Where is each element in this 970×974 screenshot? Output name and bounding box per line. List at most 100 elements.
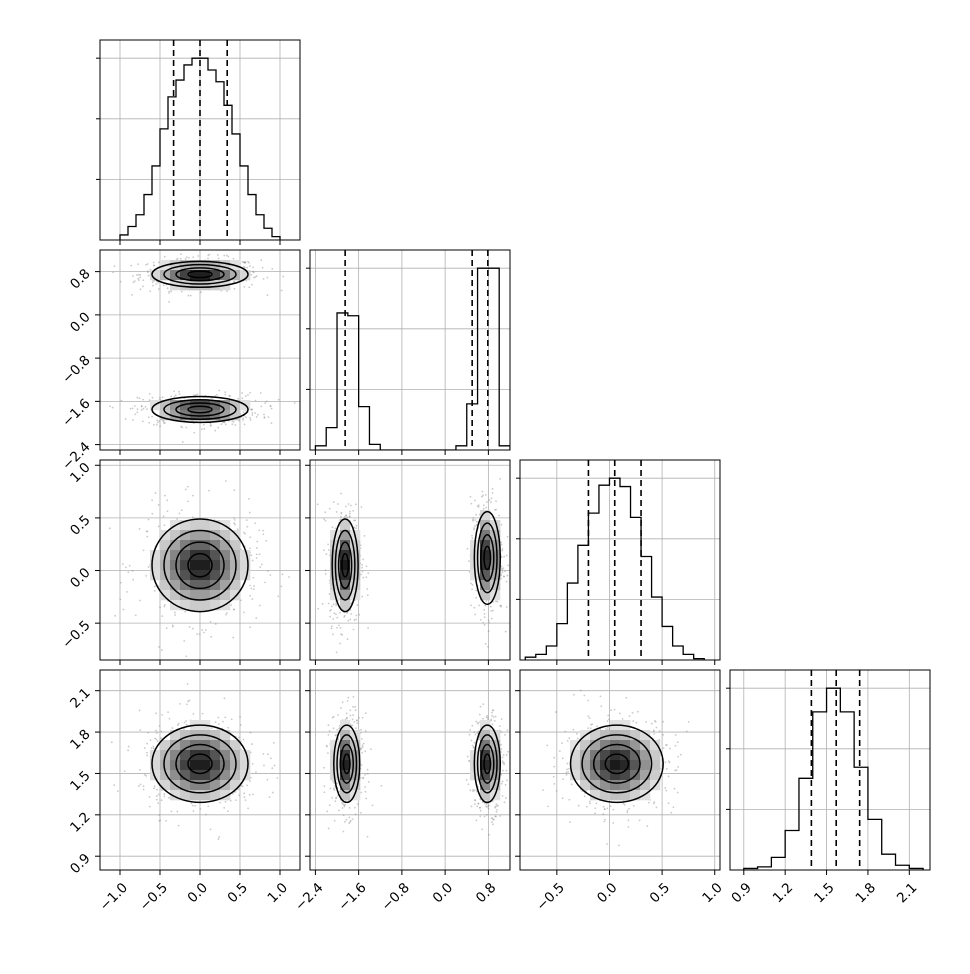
x-tick-label: 1.2 [770, 880, 797, 907]
sample-point [129, 407, 132, 410]
sample-point [340, 492, 342, 495]
sample-point [542, 789, 544, 792]
density-cell [220, 760, 231, 771]
sample-point [572, 693, 575, 696]
x-tick-label: 1.0 [265, 880, 292, 907]
sample-point [153, 264, 155, 267]
sample-point [217, 426, 220, 429]
sample-point [262, 533, 265, 536]
sample-point [233, 516, 235, 519]
sample-point [489, 605, 492, 608]
y-tick-label: −1.6 [59, 396, 93, 430]
sample-point [130, 264, 133, 267]
sample-point [365, 565, 368, 568]
sample-point [337, 714, 339, 716]
sample-point [113, 784, 116, 786]
panel-frame [309, 669, 511, 871]
sample-point [152, 745, 155, 748]
sample-point [473, 606, 476, 609]
sample-point [609, 805, 612, 808]
x-tick-label: 1.0 [699, 880, 726, 907]
density-cell [160, 760, 171, 771]
sample-point [473, 741, 476, 744]
sample-point [348, 816, 351, 819]
sample-point [156, 788, 158, 791]
density-cell [220, 530, 231, 541]
sample-point [662, 747, 665, 749]
sample-point [627, 819, 630, 822]
contour-line [581, 734, 653, 794]
sample-point [687, 720, 690, 723]
sample-point [86, 560, 88, 562]
density-cell [180, 530, 191, 541]
sample-point [470, 454, 472, 456]
sample-point [243, 261, 246, 264]
sample-point [223, 254, 226, 257]
histogram-steps [314, 267, 510, 450]
sample-point [229, 799, 232, 802]
density-cell [190, 780, 201, 791]
sample-point [168, 292, 170, 294]
sample-point [171, 624, 174, 627]
sample-point [132, 281, 135, 284]
sample-point [145, 263, 147, 266]
density-cell [180, 770, 191, 781]
sample-point [568, 737, 571, 740]
sample-point [194, 804, 197, 807]
density-cell [170, 530, 181, 541]
sample-point [610, 709, 613, 712]
sample-point [360, 573, 362, 576]
sample-point [156, 419, 159, 422]
sample-point [260, 563, 263, 566]
sample-point [243, 423, 246, 426]
sample-point [230, 604, 233, 606]
sample-point [248, 261, 250, 264]
x-tick-label: −0.5 [137, 880, 171, 914]
sample-point [599, 695, 602, 698]
density-cell [230, 580, 241, 591]
sample-point [207, 805, 210, 808]
density-cell [220, 410, 231, 421]
sample-point [221, 421, 224, 424]
density-cell [210, 770, 221, 781]
sample-point [251, 598, 254, 601]
sample-point [185, 256, 188, 259]
sample-point [479, 815, 482, 818]
density-cell [240, 560, 251, 571]
sample-point [128, 564, 131, 567]
sample-point [166, 287, 169, 290]
sample-point [467, 783, 470, 786]
sample-point [187, 294, 190, 297]
sample-point [224, 480, 227, 482]
sample-point [502, 761, 504, 764]
sample-point [564, 730, 567, 733]
density-cell [490, 540, 501, 551]
density-cell [640, 730, 651, 741]
contour-line [473, 510, 502, 605]
density-cell [580, 780, 591, 791]
sample-point [156, 421, 159, 424]
sample-point [321, 602, 324, 605]
sample-point [251, 283, 253, 286]
sample-point [500, 748, 503, 750]
sample-point [191, 516, 194, 519]
sample-point [465, 779, 468, 781]
sample-point [183, 728, 185, 730]
contour-line [151, 518, 249, 613]
sample-point [250, 273, 253, 276]
panel-2-2 [516, 459, 721, 665]
sample-point [485, 506, 488, 509]
density-cell [620, 750, 631, 761]
sample-point [471, 518, 474, 521]
sample-point [645, 721, 647, 723]
sample-point [367, 626, 369, 629]
sample-point [366, 835, 369, 838]
sample-point [472, 746, 475, 749]
sample-point [504, 570, 506, 572]
sample-point [589, 727, 592, 730]
sample-point [475, 748, 478, 750]
sample-point [246, 525, 249, 528]
density-cell [640, 760, 651, 771]
sample-point [139, 729, 142, 732]
